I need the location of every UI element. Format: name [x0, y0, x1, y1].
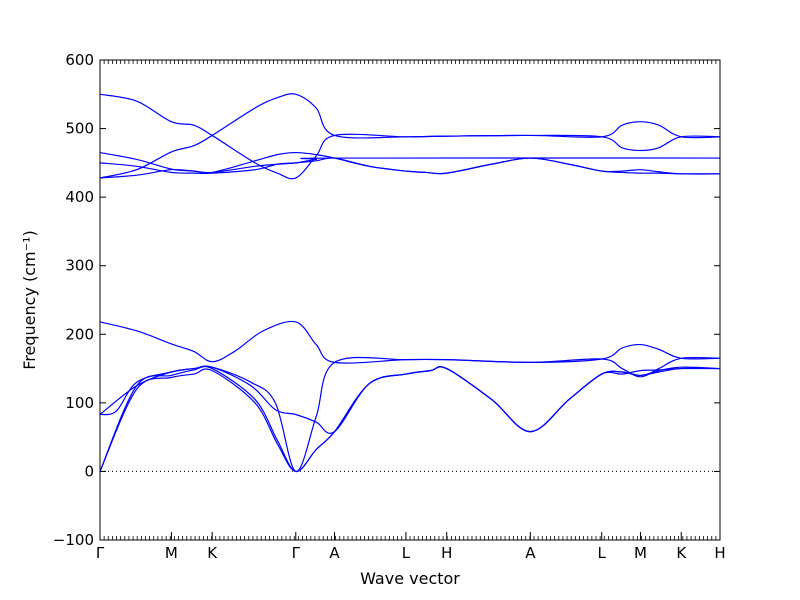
y-tick-label: 300: [65, 257, 94, 275]
phonon-branch-line: [100, 157, 720, 175]
y-tick-label: 400: [65, 188, 94, 206]
y-tick-label: 600: [65, 51, 94, 69]
x-tick-label: M: [165, 544, 178, 562]
series-lines: [100, 93, 720, 473]
x-axis-label: Wave vector: [360, 569, 460, 588]
x-tick-label: H: [714, 544, 725, 562]
x-tick-label: K: [676, 544, 687, 562]
y-tick-label: 100: [65, 394, 94, 412]
x-tick-label: Γ: [96, 544, 105, 562]
y-tick-label: −100: [53, 531, 94, 549]
x-tick-label: L: [598, 544, 607, 562]
x-minor-ticks: [99, 60, 721, 540]
y-tick-label: 0: [84, 462, 94, 480]
x-tick-label: Γ: [292, 544, 301, 562]
phonon-branch-line: [100, 343, 720, 473]
y-tick-label: 500: [65, 120, 94, 138]
phonon-branch-line: [100, 157, 720, 179]
phonon-branch-line: [100, 366, 720, 473]
y-axis-label: Frequency (cm⁻¹): [20, 230, 39, 369]
x-tick-label: H: [441, 544, 452, 562]
phonon-branch-line: [100, 365, 720, 434]
y-axis-ticks: −100 0 100 200 300 400 500 600: [53, 51, 720, 549]
phonon-branch-line: [100, 93, 720, 179]
phonon-branch-line: [100, 365, 720, 473]
phonon-branch-line: [100, 320, 720, 378]
x-tick-label: M: [634, 544, 647, 562]
y-tick-label: 200: [65, 325, 94, 343]
x-tick-label: A: [525, 544, 536, 562]
x-tick-label: L: [402, 544, 411, 562]
x-tick-label: A: [329, 544, 340, 562]
plot-area-frame: [99, 59, 721, 541]
phonon-branch-line: [100, 93, 720, 180]
x-tick-label: K: [207, 544, 218, 562]
